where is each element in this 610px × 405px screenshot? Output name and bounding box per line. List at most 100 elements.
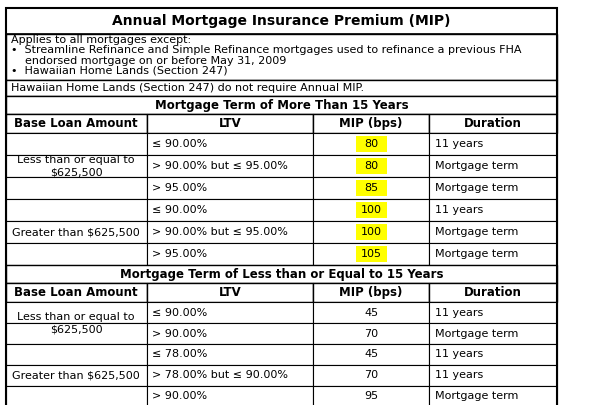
- Text: > 95.00%: > 95.00%: [152, 183, 207, 193]
- Bar: [5, 177, 147, 199]
- Bar: [147, 323, 314, 344]
- Bar: [356, 246, 387, 262]
- Bar: [147, 386, 314, 405]
- Bar: [429, 344, 557, 365]
- Bar: [356, 180, 387, 196]
- Bar: [5, 243, 147, 265]
- Text: Mortgage term: Mortgage term: [434, 183, 518, 193]
- Text: Annual Mortgage Insurance Premium (MIP): Annual Mortgage Insurance Premium (MIP): [112, 14, 451, 28]
- Bar: [5, 265, 557, 283]
- Bar: [314, 114, 429, 133]
- Bar: [429, 133, 557, 155]
- Text: > 78.00% but ≤ 90.00%: > 78.00% but ≤ 90.00%: [152, 370, 289, 380]
- Text: Mortgage term: Mortgage term: [434, 328, 518, 339]
- Bar: [5, 221, 147, 243]
- Text: 70: 70: [364, 370, 378, 380]
- Bar: [314, 323, 429, 344]
- Bar: [5, 114, 147, 133]
- Bar: [147, 133, 314, 155]
- Bar: [147, 303, 314, 323]
- Text: > 90.00% but ≤ 95.00%: > 90.00% but ≤ 95.00%: [152, 161, 288, 171]
- Text: Mortgage term: Mortgage term: [434, 391, 518, 401]
- Text: Duration: Duration: [464, 286, 522, 299]
- Text: MIP (bps): MIP (bps): [340, 117, 403, 130]
- Bar: [5, 155, 147, 177]
- Text: > 90.00% but ≤ 95.00%: > 90.00% but ≤ 95.00%: [152, 227, 288, 237]
- Bar: [5, 365, 147, 386]
- Bar: [147, 177, 314, 199]
- Text: > 90.00%: > 90.00%: [152, 328, 207, 339]
- Text: •  Streamline Refinance and Simple Refinance mortgages used to refinance a previ: • Streamline Refinance and Simple Refina…: [11, 45, 522, 55]
- Bar: [147, 283, 314, 303]
- Text: Less than or equal to
$625,500: Less than or equal to $625,500: [18, 156, 135, 177]
- Bar: [5, 80, 557, 96]
- Text: Greater than $625,500: Greater than $625,500: [12, 227, 140, 237]
- Bar: [5, 386, 147, 405]
- Text: 80: 80: [364, 139, 378, 149]
- Text: 80: 80: [364, 161, 378, 171]
- Bar: [147, 199, 314, 221]
- Bar: [314, 344, 429, 365]
- Text: 100: 100: [361, 227, 382, 237]
- Text: ≤ 90.00%: ≤ 90.00%: [152, 205, 207, 215]
- Text: endorsed mortgage on or before May 31, 2009: endorsed mortgage on or before May 31, 2…: [11, 55, 287, 66]
- Bar: [429, 177, 557, 199]
- Text: 105: 105: [361, 249, 382, 259]
- Bar: [314, 386, 429, 405]
- Bar: [314, 283, 429, 303]
- Text: 95: 95: [364, 391, 378, 401]
- Bar: [147, 114, 314, 133]
- Text: ≤ 90.00%: ≤ 90.00%: [152, 308, 207, 318]
- Bar: [147, 344, 314, 365]
- Text: •  Hawaiian Home Lands (Section 247): • Hawaiian Home Lands (Section 247): [11, 66, 228, 76]
- Text: Base Loan Amount: Base Loan Amount: [15, 286, 138, 299]
- Bar: [429, 365, 557, 386]
- Bar: [356, 136, 387, 152]
- Bar: [429, 114, 557, 133]
- Bar: [429, 199, 557, 221]
- Bar: [314, 303, 429, 323]
- Text: Mortgage term: Mortgage term: [434, 161, 518, 171]
- Bar: [5, 133, 147, 155]
- Bar: [5, 199, 147, 221]
- Text: Less than or equal to
$625,500: Less than or equal to $625,500: [18, 312, 135, 334]
- Text: 11 years: 11 years: [434, 350, 483, 359]
- Text: > 95.00%: > 95.00%: [152, 249, 207, 259]
- Bar: [429, 303, 557, 323]
- Text: 70: 70: [364, 328, 378, 339]
- Text: Hawaiian Home Lands (Section 247) do not require Annual MIP.: Hawaiian Home Lands (Section 247) do not…: [11, 83, 364, 93]
- Bar: [356, 158, 387, 175]
- Bar: [429, 155, 557, 177]
- Text: 100: 100: [361, 205, 382, 215]
- Text: Greater than $625,500: Greater than $625,500: [12, 370, 140, 380]
- Text: MIP (bps): MIP (bps): [340, 286, 403, 299]
- Bar: [314, 243, 429, 265]
- Bar: [314, 177, 429, 199]
- Text: 11 years: 11 years: [434, 370, 483, 380]
- Bar: [147, 243, 314, 265]
- Bar: [5, 303, 147, 323]
- Bar: [429, 243, 557, 265]
- Bar: [147, 155, 314, 177]
- Text: 11 years: 11 years: [434, 205, 483, 215]
- Bar: [314, 199, 429, 221]
- Text: ≤ 90.00%: ≤ 90.00%: [152, 139, 207, 149]
- Bar: [429, 386, 557, 405]
- Text: 11 years: 11 years: [434, 139, 483, 149]
- Text: LTV: LTV: [219, 286, 242, 299]
- Bar: [5, 344, 147, 365]
- Text: 45: 45: [364, 308, 378, 318]
- Bar: [429, 221, 557, 243]
- Text: 85: 85: [364, 183, 378, 193]
- Text: Applies to all mortgages except:: Applies to all mortgages except:: [11, 35, 192, 45]
- Bar: [356, 224, 387, 241]
- Text: 45: 45: [364, 350, 378, 359]
- Bar: [429, 283, 557, 303]
- Bar: [429, 323, 557, 344]
- Text: 11 years: 11 years: [434, 308, 483, 318]
- Text: Mortgage Term of More Than 15 Years: Mortgage Term of More Than 15 Years: [154, 98, 408, 111]
- Bar: [5, 323, 147, 344]
- Text: ≤ 78.00%: ≤ 78.00%: [152, 350, 208, 359]
- Bar: [314, 155, 429, 177]
- Text: LTV: LTV: [219, 117, 242, 130]
